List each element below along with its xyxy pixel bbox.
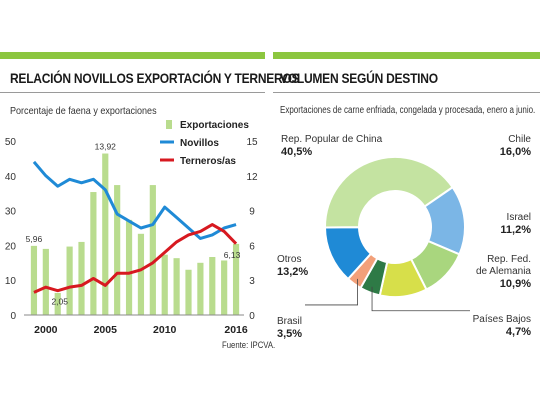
y-left-tick-label: 20 xyxy=(5,241,17,252)
y-left-tick-label: 50 xyxy=(5,137,17,148)
terneros-line xyxy=(33,223,238,294)
y-right-tick-label: 15 xyxy=(246,137,258,148)
x-tick-label: 2005 xyxy=(94,324,118,336)
leader-line xyxy=(305,278,358,306)
left-title-rule xyxy=(0,92,265,93)
donut-slice-name: Rep. Fed. xyxy=(487,254,531,265)
donut-slice xyxy=(323,226,373,281)
donut-slice-name: Otros xyxy=(277,254,301,265)
donut-slice-value: 3,5% xyxy=(277,328,302,340)
donut-slice-value: 16,0% xyxy=(500,146,531,158)
exportaciones-bar xyxy=(221,260,228,315)
donut-slice-name: Brasil xyxy=(277,316,302,327)
y-left-tick-label: 10 xyxy=(5,276,17,287)
exportaciones-bar xyxy=(54,292,61,315)
y-right-tick-label: 3 xyxy=(249,276,255,287)
x-tick-label: 2010 xyxy=(153,324,177,336)
novillos-line xyxy=(32,160,237,240)
donut-slice-value: 13,2% xyxy=(277,266,308,278)
exportaciones-bar xyxy=(232,243,240,315)
x-tick-label: 2016 xyxy=(224,324,248,336)
data-label: 6,13 xyxy=(224,250,241,260)
exportaciones-bar xyxy=(114,185,121,315)
y-right-tick-label: 9 xyxy=(249,207,255,218)
donut-slice-name: Países Bajos xyxy=(473,314,531,325)
exportaciones-bar xyxy=(30,245,38,315)
donut-slice-name: de Alemania xyxy=(476,266,531,277)
exportaciones-bar xyxy=(173,258,180,315)
data-label: 13,92 xyxy=(95,142,117,152)
exportaciones-bar xyxy=(66,246,73,315)
donut-slice-name: Israel xyxy=(507,212,531,223)
exportaciones-bar xyxy=(209,257,216,315)
data-label: 5,96 xyxy=(26,234,43,244)
chart-source: Fuente: IPCVA. xyxy=(222,340,276,350)
data-label: 2,05 xyxy=(51,297,68,307)
exportaciones-bar xyxy=(102,153,109,315)
x-tick-label: 2000 xyxy=(34,324,58,336)
right-chart-title: VOLUMEN SEGÚN DESTINO xyxy=(280,70,438,86)
y-left-tick-label: 0 xyxy=(10,311,16,322)
right-accent-bar xyxy=(273,52,540,59)
legend-label: Novillos xyxy=(180,138,219,149)
donut-slice-value: 10,9% xyxy=(500,278,531,290)
y-right-tick-label: 6 xyxy=(249,241,255,252)
y-right-tick-label: 0 xyxy=(249,311,255,322)
y-left-tick-label: 40 xyxy=(5,172,17,183)
legend-swatch-exportaciones xyxy=(166,120,172,129)
exportaciones-bar xyxy=(125,219,133,315)
exportaciones-bar xyxy=(42,248,49,315)
exportaciones-bar xyxy=(197,262,204,315)
right-chart-subtitle: Exportaciones de carne enfriada, congela… xyxy=(280,105,536,116)
left-chart-subtitle: Porcentaje de faena y exportaciones xyxy=(10,105,157,117)
donut-slice-name: Rep. Popular de China xyxy=(281,134,383,145)
y-left-tick-label: 30 xyxy=(5,207,17,218)
leader-line xyxy=(371,286,470,312)
donut-slice-value: 40,5% xyxy=(281,146,312,158)
left-chart-title: RELACIÓN NOVILLOS EXPORTACIÓN Y TERNEROS xyxy=(10,70,300,86)
donut-slice xyxy=(324,156,455,229)
legend-label: Exportaciones xyxy=(180,120,249,131)
exportaciones-bar xyxy=(185,269,192,315)
exportaciones-bar xyxy=(161,254,168,315)
exportaciones-bar xyxy=(90,192,97,315)
exportaciones-bar xyxy=(78,241,85,315)
legend-label: Terneros/as xyxy=(180,156,236,167)
y-right-tick-label: 12 xyxy=(246,172,258,183)
exportaciones-bar xyxy=(149,185,156,315)
left-accent-bar xyxy=(0,52,265,59)
exportaciones-bar xyxy=(137,233,145,315)
donut-slice-value: 11,2% xyxy=(500,224,531,236)
right-title-rule xyxy=(273,92,540,93)
donut-slice-name: Chile xyxy=(508,134,531,145)
donut-slice-value: 4,7% xyxy=(506,326,531,338)
